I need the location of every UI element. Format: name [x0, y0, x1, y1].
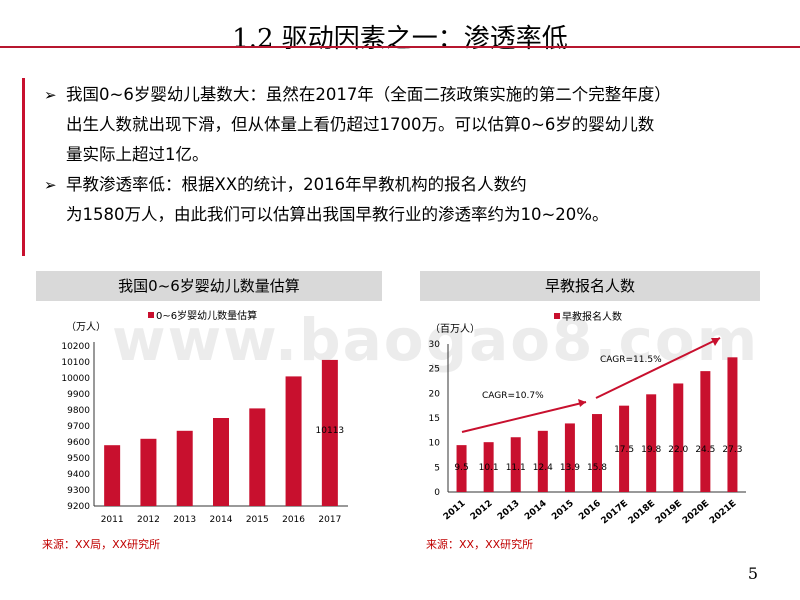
y-tick-label: 9800 — [67, 406, 90, 416]
bar — [140, 438, 157, 506]
chart-header-right: 早教报名人数 — [420, 271, 760, 301]
y-tick-label: 9600 — [67, 438, 90, 448]
bullet-text: 量实际上超过1亿。 — [66, 145, 209, 164]
trend-arrow-line — [461, 401, 587, 433]
enrollment-bar-chart: （百万人） 早教报名人数 0 5 10 15 20 25 30 9.5 2011 10.1 2012 11… — [429, 310, 746, 527]
page-title: 1.2 驱动因素之一：渗透率低 — [232, 24, 568, 54]
x-tick-label: 2012 — [469, 499, 495, 523]
bar — [619, 405, 630, 492]
bar — [510, 437, 521, 492]
data-label: 19.8 — [641, 445, 661, 455]
bullet-item: ➢ 我国0~6岁婴幼儿基数大：虽然在2017年（全面二孩政策实施的第二个完整年度… — [44, 80, 794, 110]
bar — [673, 383, 684, 492]
y-tick-label: 10000 — [61, 374, 90, 384]
x-tick-label: 2014 — [210, 515, 233, 525]
x-tick-label: 2011 — [442, 499, 468, 523]
bar — [285, 376, 302, 506]
bar — [456, 445, 467, 492]
arrow-bullet-icon: ➢ — [44, 86, 57, 104]
y-tick-label: 5 — [434, 463, 440, 473]
legend-swatch — [554, 313, 560, 319]
bar — [700, 371, 711, 492]
x-tick-label: 2018E — [627, 499, 657, 527]
legend-swatch — [148, 312, 154, 318]
x-tick-label: 2021E — [708, 499, 738, 527]
trend-arrow-line — [595, 337, 721, 399]
x-tick-label: 2020E — [681, 499, 711, 527]
y-tick-label: 15 — [429, 414, 440, 424]
legend-label: 0~6岁婴幼儿数量估算 — [156, 309, 257, 322]
unit-label: （万人） — [66, 321, 106, 333]
bar — [564, 423, 575, 492]
data-label: 11.1 — [506, 463, 526, 473]
title-divider — [0, 46, 800, 48]
bar — [104, 445, 121, 506]
x-tick-label: 2019E — [654, 499, 684, 527]
y-tick-label: 20 — [429, 389, 441, 399]
y-tick-label: 10200 — [61, 342, 90, 352]
y-tick-label: 9700 — [67, 422, 90, 432]
legend-label: 早教报名人数 — [562, 310, 622, 323]
y-tick-label: 9500 — [67, 454, 90, 464]
chart-header-left: 我国0~6岁婴幼儿数量估算 — [36, 271, 382, 301]
bar — [213, 418, 229, 506]
trend-arrow-head — [711, 338, 720, 346]
bullet-list: ➢ 我国0~6岁婴幼儿基数大：虽然在2017年（全面二孩政策实施的第二个完整年度… — [44, 80, 794, 230]
x-tick-label: 2017E — [600, 499, 630, 527]
x-tick-label: 2015 — [246, 515, 269, 525]
y-tick-label: 0 — [434, 488, 440, 498]
y-tick-label: 10100 — [61, 358, 90, 368]
x-tick-label: 2011 — [101, 515, 124, 525]
data-label: 9.5 — [454, 463, 468, 473]
x-tick-label: 2013 — [173, 515, 196, 525]
data-label: 17.5 — [614, 445, 634, 455]
data-label: 10.1 — [479, 463, 499, 473]
x-tick-label: 2013 — [496, 499, 522, 523]
cagr-annotation: CAGR=11.5% — [600, 355, 662, 365]
births-bar-chart: （万人） 0~6岁婴幼儿数量估算 9200 9300 9400 9500 9600 9700 9… — [61, 309, 348, 525]
x-tick-label: 2017 — [318, 515, 341, 525]
bullet-text: 我国0~6岁婴幼儿基数大：虽然在2017年（全面二孩政策实施的第二个完整年度） — [66, 85, 671, 104]
source-note-right: 来源：XX，XX研究所 — [426, 538, 534, 551]
unit-label: （百万人） — [430, 323, 480, 335]
y-tick-label: 9200 — [67, 502, 90, 512]
x-tick-label: 2016 — [282, 515, 305, 525]
x-tick-label: 2014 — [523, 499, 549, 523]
bullet-text: 为1580万人，由此我们可以估算出我国早教行业的渗透率约为10~20%。 — [66, 205, 609, 224]
accent-bar — [22, 78, 25, 256]
x-tick-label: 2012 — [137, 515, 160, 525]
cagr-annotation: CAGR=10.7% — [482, 391, 544, 401]
data-label: 22.0 — [668, 445, 688, 455]
arrow-bullet-icon: ➢ — [44, 176, 57, 194]
data-label: 27.3 — [722, 445, 742, 455]
x-tick-label: 2015 — [550, 499, 576, 523]
bar — [176, 430, 193, 506]
data-label: 24.5 — [695, 445, 715, 455]
bar — [249, 408, 266, 506]
bullet-text: 早教渗透率低：根据XX的统计，2016年早教机构的报名人数约 — [66, 175, 527, 194]
bar — [727, 357, 738, 492]
y-tick-label: 30 — [429, 340, 441, 350]
watermark: www.baogao8.com — [112, 306, 760, 374]
y-tick-label: 9400 — [67, 470, 90, 480]
y-tick-label: 10 — [429, 439, 441, 449]
data-label: 12.4 — [533, 463, 553, 473]
data-label: 10113 — [316, 426, 345, 436]
bullet-text: 出生人数就出现下滑，但从体量上看仍超过1700万。可以估算0~6岁的婴幼儿数 — [66, 115, 655, 134]
bar — [537, 430, 548, 492]
y-tick-label: 9300 — [67, 486, 90, 496]
source-note-left: 来源：XX局，XX研究所 — [42, 538, 161, 551]
y-tick-label: 25 — [429, 365, 440, 375]
y-tick-label: 9900 — [67, 390, 90, 400]
page-number: 5 — [747, 564, 758, 583]
bullet-item: ➢ 早教渗透率低：根据XX的统计，2016年早教机构的报名人数约 — [44, 170, 794, 200]
data-label: 15.8 — [587, 463, 607, 473]
bar — [483, 442, 494, 492]
trend-arrow-head — [578, 399, 586, 407]
data-label: 13.9 — [560, 463, 580, 473]
bar — [646, 394, 657, 492]
bar — [321, 359, 338, 506]
bar — [592, 414, 602, 492]
